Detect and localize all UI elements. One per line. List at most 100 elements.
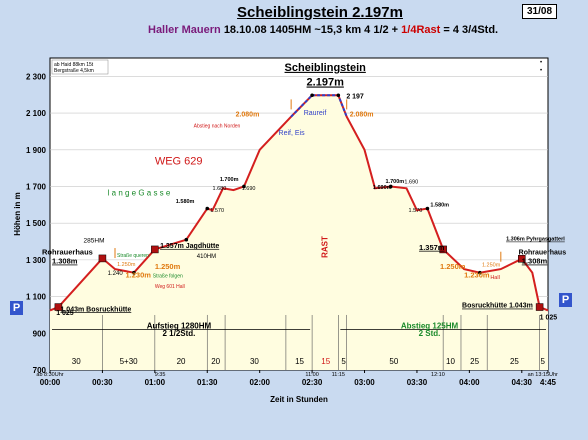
y-tick-label: 1 300 [26,256,47,265]
x-tick-label: 01:00 [145,378,166,387]
note-line-1: ab Haid 88km 15t [54,62,94,68]
hut-marker-bosruck-right [535,303,544,311]
clock-time-label: 11:00 [305,372,318,378]
clock-time-label: 12:10 [431,372,445,378]
height-1700-left: 1.700m [220,177,239,183]
profile-dot [132,270,136,275]
x-tick-label: 01:30 [197,378,218,387]
chart-title: Scheiblingstein 2.197m [237,4,403,21]
hut-marker-1357-right [439,245,447,254]
abstieg-label: Abstieg 125HM [401,322,459,331]
profile-dot [242,184,246,189]
height-1357-right: 1.357m [419,243,445,252]
peak-segment-line [290,94,348,118]
segment-minutes-label: 30 [250,357,259,366]
height-1570-right: 1.570 [409,208,423,214]
x-tick-label: 03:30 [407,378,428,387]
hut-marker-rohrauer-right [518,255,526,263]
rohrauerhaus-left-height: 1.308m [52,257,78,266]
bosruck-left-label: 1.043m Bosruckhütte [60,306,131,313]
x-tick-label: 4:45 [540,378,557,387]
weg-601-label: Weg 601 Hall [155,284,185,290]
strasse-queren-label: Straße queren [117,253,149,259]
note-line-2: Bergstraße 4,5km [54,68,94,74]
profile-dot [425,206,430,211]
page-badge: 31/08 [522,4,558,19]
hut-marker-jagdhuette [151,245,159,254]
segment-minutes-label: 5 [541,357,546,366]
segment-minutes-label: 25 [470,357,479,366]
y-tick-label: 1 500 [26,219,47,228]
y-tick-label: 1 900 [26,146,47,155]
note-dot-2: • [540,68,542,74]
x-tick-label: 02:30 [302,378,323,387]
rast-label: RAST [320,236,329,258]
clock-time-label: ab 8:30Uhr [36,372,63,378]
rast-part-label: 1/4Rast [401,24,441,36]
x-tick-label: 00:30 [92,378,113,387]
annotation-layer: 30 5+30 20 20 30 15 15 5 50 10 25 25 5 ab 8:30Uhr 9:35… [36,59,567,378]
region-label: Haller Mauern [148,24,221,36]
summary-end-label: = 4 3/4Std. [440,24,499,36]
peak-value-label: 2 197 [346,93,364,100]
x-tick-label: 04:30 [512,378,533,387]
y-tick-label: 1 700 [26,182,47,191]
segment-minutes-label: 5+30 [120,357,139,366]
y-tick-label: 2 100 [26,109,47,118]
pyhrgasgatterl-label: 1.306m Pyhrgasgatterl [506,237,565,243]
abstieg-time-label: 2 Std. [419,329,441,338]
y-tick-label: 2 300 [26,72,47,81]
rohrauerhaus-right-label: Rohrauerhaus [519,249,567,256]
segment-minutes-label: 20 [177,357,186,366]
weg-629-label: WEG 629 [155,155,203,167]
parking-right-marker: P [559,293,572,307]
aufstieg-label: Aufstieg 1280HM [147,322,212,331]
height-2080-right: 2.080m [350,112,374,119]
height-1230-left: 1.230m [125,270,151,279]
x-tick-label: 02:00 [249,378,270,387]
profile-dot [388,184,393,189]
aufstieg-time-label: 2 1/2Std. [163,329,196,338]
note-box [51,59,109,75]
segment-lines-layer [102,314,540,370]
peak-title: Scheiblingstein [285,62,367,74]
height-1250-small: 1.250m [117,262,136,268]
strasse-folgen-label: Straße folgen [153,273,183,279]
peak-height: 2.197m [307,77,345,89]
x-tick-label: 04:00 [459,378,480,387]
height-1250-left: 1.250m [155,262,181,271]
summary-label: 18.10.08 1405HM ~15,3 km 4 1/2 + [223,24,402,36]
reif-label: Reif, Eis [279,130,306,137]
axes-layer: 700 900 1 100 1 300 1 500 1 700 1 900 2 100 2 30… [13,72,557,404]
rohrauerhaus-left-label: Rohrauerhaus [42,247,93,256]
segment-minutes-label: 30 [72,357,81,366]
segment-minutes-label: 5 [341,357,346,366]
height-1240-label: 1.240 [108,271,124,277]
jagdhuette-label: 1.357m Jagdhütte [160,243,219,250]
height-2080-left: 2.080m [236,112,260,119]
height-1690-left: 1.690 [242,186,256,192]
profile-dot [310,93,314,98]
chart-subtitle: Haller Mauern 18.10.08 1405HM ~15,3 km 4… [148,24,498,36]
x-axis-label: Zeit in Stunden [270,395,328,404]
segment-minutes-label: 50 [389,357,398,366]
height-1700-right: 1.700m [385,179,404,185]
hm-410-label: 410HM [197,254,216,260]
height-1580-right: 1.580m [430,203,449,209]
clock-time-label: 11:15 [332,372,345,378]
height-1680-label: 1.680 [213,186,227,192]
height-1230-right: 1.230m [464,270,490,279]
y-tick-label: 900 [33,329,47,338]
profile-dot [478,270,482,275]
parking-left-marker: P [10,301,23,315]
clock-time-label: an 13:15Uhr [528,372,558,378]
y-tick-label: 700 [33,366,47,375]
height-1690-right-2: 1.690 [404,180,418,186]
height-1580-left: 1.580m [176,199,195,205]
segment-minutes-label: 15 [295,357,304,366]
height-1690-right: 1.690m [373,185,392,191]
note-dot-1: • [540,60,542,66]
hall-label: Hall [490,275,499,281]
lange-gasse-label: l a n g e G a s s e [108,189,171,198]
